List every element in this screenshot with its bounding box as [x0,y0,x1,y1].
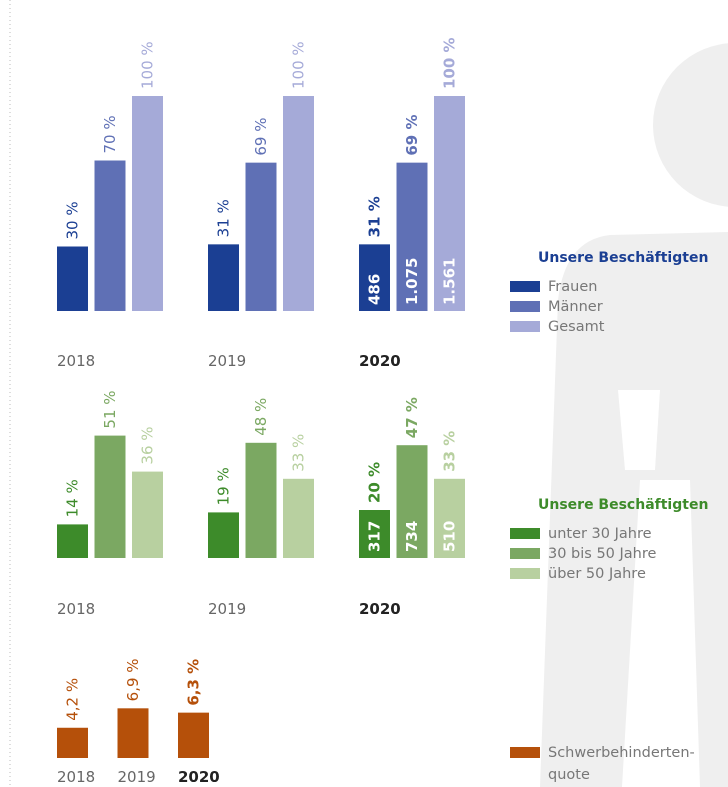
bar [57,524,88,558]
bar [132,96,163,311]
bar [208,244,239,311]
legend-label: über 50 Jahre [548,563,708,585]
bar [178,713,209,758]
bar [57,728,88,758]
x-tick-label: 2018 [57,600,95,618]
value-label: 31 % [215,199,233,237]
value-label: 70 % [101,115,119,153]
legend-swatch [510,281,540,292]
x-tick-label: 2019 [208,600,246,618]
chart: 2018 30 % 70 % 100 % 2019 31 % 69 % 100 % 2020 31… [0,0,728,787]
value-label: 100 % [139,41,157,89]
x-tick-label: 2018 [57,352,95,370]
value-label: 6,9 % [124,658,142,701]
count-label: 486 [366,274,384,305]
count-label: 317 [366,521,384,552]
value-label: 4,2 % [64,678,82,721]
bar [132,472,163,558]
legend-swatch [510,548,540,559]
value-label: 31 % [366,196,384,237]
value-label: 33 % [441,431,459,472]
x-tick-label: 2018 [57,768,95,786]
value-label: 30 % [64,201,82,239]
bar [95,436,126,558]
value-label: 69 % [403,115,421,156]
legend-title: Unsere Beschäftigten [538,250,708,266]
legend-swatch [510,321,540,332]
page: 2018 30 % 70 % 100 % 2019 31 % 69 % 100 % 2020 31… [0,0,728,787]
value-label: 69 % [252,118,270,156]
count-label: 510 [441,521,459,552]
value-label: 100 % [290,41,308,89]
x-tick-label: 2020 [178,768,220,786]
value-label: 48 % [252,398,270,436]
bar [208,512,239,558]
x-tick-label: 2019 [208,352,246,370]
count-label: 734 [403,521,421,552]
legend-label: Frauen [548,276,708,298]
legend-label: Männer [548,296,708,318]
value-label: 6,3 % [185,659,203,706]
value-label: 33 % [290,434,308,472]
legend-swatch [510,568,540,579]
value-label: 20 % [366,462,384,503]
bar [95,161,126,312]
background-figure [540,43,728,787]
x-tick-label: 2019 [118,768,156,786]
legend-label: Schwerbehinderten­quote [548,742,708,786]
value-label: 51 % [101,390,119,428]
count-label: 1.561 [441,258,459,305]
legend-title: Unsere Beschäftigten [538,497,708,513]
bar [246,163,277,311]
legend-swatch [510,747,540,758]
value-label: 14 % [64,479,82,517]
bar [118,708,149,758]
count-label: 1.075 [403,258,421,305]
bar [283,479,314,558]
value-label: 19 % [215,467,233,505]
bar [57,247,88,312]
x-tick-label: 2020 [359,352,401,370]
x-tick-label: 2020 [359,600,401,618]
legend-label: Gesamt [548,316,708,338]
bar [246,443,277,558]
bar [283,96,314,311]
value-label: 47 % [403,397,421,438]
legend-swatch [510,528,540,539]
value-label: 100 % [441,37,459,89]
legend-label: unter 30 Jahre [548,523,708,545]
legend-swatch [510,301,540,312]
legend-label: 30 bis 50 Jahre [548,543,708,565]
value-label: 36 % [139,426,157,464]
